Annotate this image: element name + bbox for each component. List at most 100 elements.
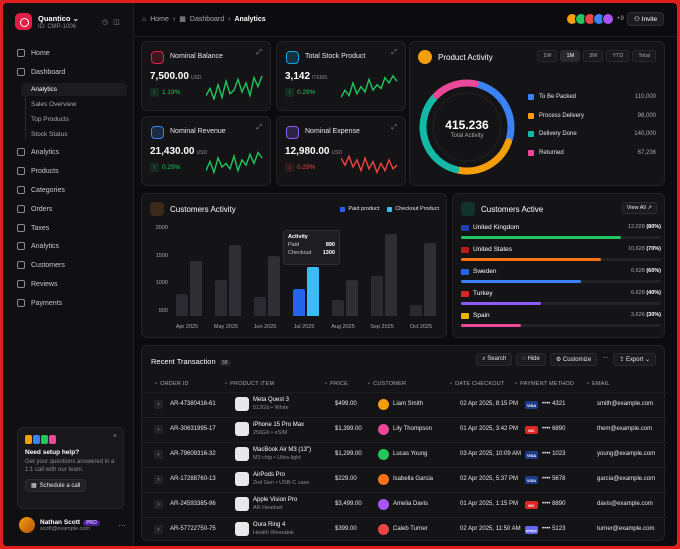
- table-row[interactable]: › AR-47380416-61 Meta Quest 3 512Gb • White…: [142, 392, 668, 416]
- activity-total: 415.236: [445, 118, 489, 132]
- team-avatar-stack[interactable]: +9: [566, 13, 624, 25]
- tooltip-paid-value: 890: [325, 242, 335, 248]
- receipt-icon: [17, 224, 25, 232]
- sidebar-subitem-analytics[interactable]: Analytics: [21, 83, 127, 96]
- bar-checkout[interactable]: [346, 280, 358, 316]
- column-header[interactable]: ▫ PRICE: [325, 381, 348, 387]
- sidebar-subitem-stock-status[interactable]: Stock Status: [31, 131, 68, 138]
- expand-row-icon[interactable]: ›: [154, 450, 163, 459]
- table-row[interactable]: › AR-24593385-96 Apple Vision Pro AR Headse…: [142, 492, 668, 516]
- customer-name: Caleb Turner: [393, 526, 428, 532]
- close-icon[interactable]: ×: [112, 433, 117, 440]
- sidebar-item-products[interactable]: Products: [17, 165, 59, 177]
- expand-row-icon[interactable]: ›: [154, 400, 163, 409]
- expand-icon[interactable]: ⤢: [256, 124, 262, 131]
- sidebar-item-home[interactable]: Home: [17, 47, 50, 59]
- legend-value: 98,000: [637, 113, 656, 119]
- product-detail: M3 chip • Ultra-light: [253, 455, 301, 461]
- bar-paid[interactable]: [254, 296, 266, 316]
- sidebar-item-analytics[interactable]: Analytics: [17, 146, 59, 158]
- bar-checkout[interactable]: [424, 243, 436, 316]
- country-pct: (40%): [646, 290, 661, 296]
- bar-checkout[interactable]: [307, 266, 319, 316]
- product-image: [235, 447, 249, 461]
- sidebar-item-dashboard[interactable]: Dashboard: [17, 66, 65, 78]
- bar-paid[interactable]: [176, 294, 188, 316]
- column-header-label: DATE CHECKOUT: [455, 381, 505, 387]
- view-all-button[interactable]: View All ↗: [621, 202, 657, 214]
- order-id: AR-57722750-75: [170, 526, 216, 532]
- expand-row-icon[interactable]: ›: [154, 525, 163, 534]
- bar-paid[interactable]: [410, 305, 422, 316]
- expand-row-icon[interactable]: ›: [154, 425, 163, 434]
- bar-paid[interactable]: [332, 299, 344, 316]
- box-icon: [286, 51, 299, 64]
- clock-icon[interactable]: ◷: [102, 19, 109, 26]
- column-header-label: ORDER ID: [160, 381, 189, 387]
- country-progress: [461, 302, 661, 305]
- invite-label: Invite: [641, 16, 658, 23]
- tab-3w[interactable]: 3W: [583, 50, 604, 62]
- checkout-date: 01 Apr 2025, 3:42 PM: [460, 426, 519, 432]
- expand-icon[interactable]: ⤢: [391, 49, 397, 56]
- sidebar-item-payments[interactable]: Payments: [17, 297, 62, 309]
- breadcrumb-dashboard[interactable]: Dashboard: [189, 15, 225, 23]
- calendar-icon: ▫: [450, 381, 453, 387]
- country-row: Spain 3,626 (30%): [461, 312, 661, 327]
- sidebar-item-label: Dashboard: [31, 68, 66, 76]
- sidebar-toggle-icon[interactable]: ◫: [113, 19, 120, 26]
- table-row[interactable]: › AR-17288760-13 AirPods Pro 2nd Gen • USB-…: [142, 467, 668, 491]
- column-header[interactable]: ▫ EMAIL: [587, 381, 610, 387]
- bar-checkout[interactable]: [385, 233, 397, 316]
- country-name-text: United Kingdom: [473, 224, 520, 231]
- x-tick-label: Sep 2025: [370, 324, 394, 330]
- user-profile[interactable]: Nathan Scott PRO scott@example.com: [19, 517, 100, 533]
- bar-paid[interactable]: [371, 276, 383, 316]
- invite-button[interactable]: ⚇ Invite: [627, 12, 665, 26]
- sidebar-item-analytics-2[interactable]: Analytics: [17, 240, 59, 252]
- column-header[interactable]: ▫ PRODUCT ITEM: [225, 381, 274, 387]
- flag-icon: [461, 290, 469, 297]
- sidebar-item-reviews[interactable]: Reviews: [17, 278, 57, 290]
- expand-row-icon[interactable]: ›: [154, 475, 163, 484]
- bar-checkout[interactable]: [229, 244, 241, 316]
- table-row[interactable]: › AR-30631995-17 iPhone 15 Pro Max 256Gb • …: [142, 417, 668, 441]
- customize-button[interactable]: ⚙ Customize: [549, 353, 598, 366]
- brand[interactable]: Quantico ⌄ ID: CMP-1006: [15, 13, 79, 30]
- sparkline: [341, 154, 398, 175]
- export-button[interactable]: ⇪ Export ⌄: [613, 353, 656, 366]
- breadcrumb-home[interactable]: Home: [150, 15, 169, 23]
- expand-icon[interactable]: ⤢: [256, 49, 262, 56]
- schedule-call-button[interactable]: ▦ Schedule a call: [25, 479, 87, 492]
- column-header[interactable]: ▫ ORDER ID: [155, 381, 189, 387]
- bar-checkout[interactable]: [268, 255, 280, 316]
- sidebar-item-customers[interactable]: Customers: [17, 259, 65, 271]
- sidebar-item-taxes[interactable]: Taxes: [17, 222, 49, 234]
- hide-button[interactable]: ◌ Hide: [516, 353, 546, 366]
- table-row[interactable]: › AR-79609316-32 MacBook Air M3 (13") M3 ch…: [142, 442, 668, 466]
- bar-paid[interactable]: [293, 289, 305, 316]
- more-button[interactable]: ···: [602, 355, 609, 361]
- sidebar-item-orders[interactable]: Orders: [17, 203, 52, 215]
- bar-checkout[interactable]: [190, 261, 202, 316]
- tab-1m[interactable]: 1M: [560, 50, 581, 62]
- tab-1w[interactable]: 1W: [537, 50, 558, 62]
- country-name-text: United States: [473, 246, 513, 253]
- card-brand-icon: VISA: [525, 451, 538, 459]
- more-icon[interactable]: ⋯: [118, 521, 126, 530]
- table-row[interactable]: › AR-57722750-75 Oura Ring 4 Health Wearabl…: [142, 517, 668, 541]
- sidebar-subitem-sales-overview[interactable]: Sales Overview: [31, 101, 77, 108]
- column-header[interactable]: ▫ DATE CHECKOUT: [450, 381, 504, 387]
- expand-icon[interactable]: ⤢: [391, 124, 397, 131]
- sidebar-item-categories[interactable]: Categories: [17, 184, 65, 196]
- column-header[interactable]: ▫ PAYMENT METHOD: [515, 381, 574, 387]
- order-id: AR-30631995-17: [170, 426, 216, 432]
- expense-icon: [286, 126, 299, 139]
- column-header[interactable]: ▫ CUSTOMER: [368, 381, 406, 387]
- bar-paid[interactable]: [215, 280, 227, 316]
- tab-ytd[interactable]: YTD: [606, 50, 630, 62]
- search-button[interactable]: ⌕ Search: [476, 353, 513, 366]
- tab-total[interactable]: Total: [632, 50, 656, 62]
- sidebar-subitem-top-products[interactable]: Top Products: [31, 116, 69, 123]
- expand-row-icon[interactable]: ›: [154, 500, 163, 509]
